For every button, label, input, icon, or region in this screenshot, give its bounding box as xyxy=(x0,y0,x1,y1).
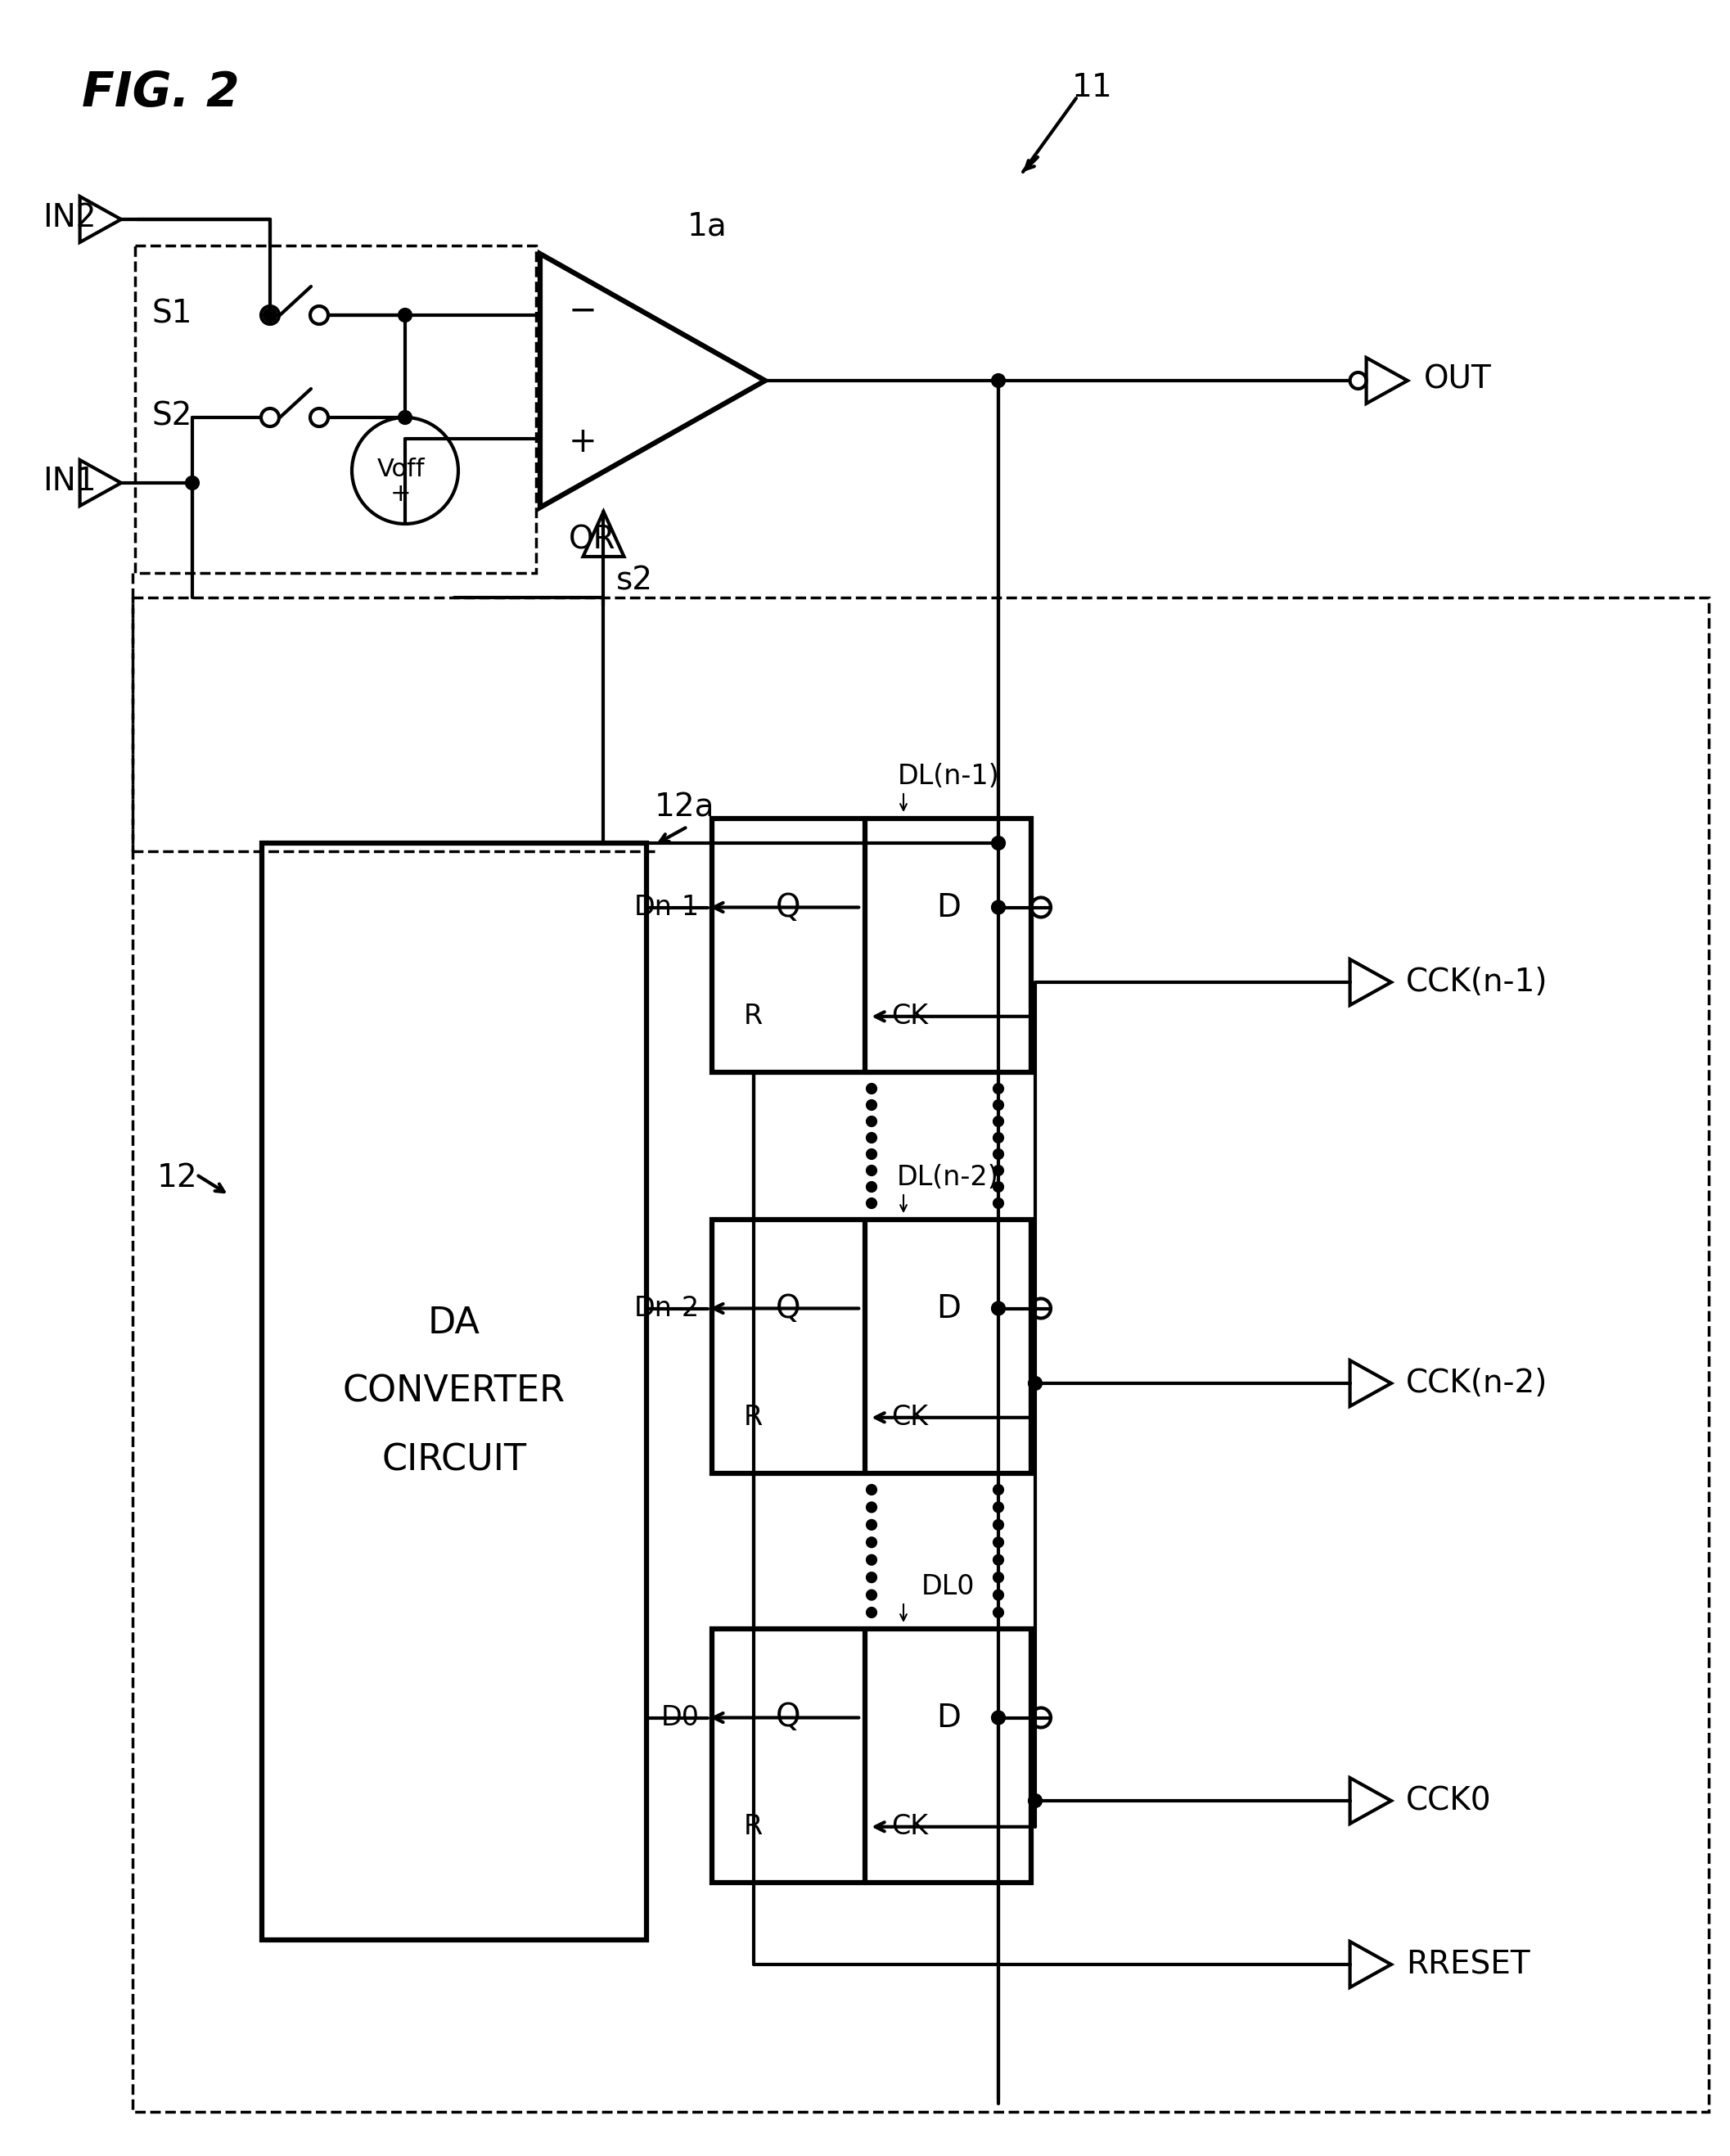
Circle shape xyxy=(265,310,275,321)
Text: 12: 12 xyxy=(157,1162,197,1194)
Text: IN2: IN2 xyxy=(43,203,97,233)
Text: Q: Q xyxy=(777,1701,801,1733)
Text: Voff: Voff xyxy=(377,457,426,481)
Circle shape xyxy=(867,1537,875,1546)
Circle shape xyxy=(400,412,410,423)
Text: FIG. 2: FIG. 2 xyxy=(81,69,239,116)
Circle shape xyxy=(867,1485,875,1494)
Text: RRESET: RRESET xyxy=(1406,1949,1529,1979)
Circle shape xyxy=(867,1608,875,1617)
Circle shape xyxy=(995,1574,1002,1583)
Circle shape xyxy=(867,1134,875,1143)
Circle shape xyxy=(995,1485,1002,1494)
Circle shape xyxy=(867,1557,875,1563)
Text: +: + xyxy=(391,483,412,507)
Circle shape xyxy=(867,1102,875,1108)
Bar xyxy=(135,246,536,573)
Circle shape xyxy=(867,1166,875,1175)
Circle shape xyxy=(993,901,1003,914)
Text: Q: Q xyxy=(777,893,801,923)
Text: CCK(n-1): CCK(n-1) xyxy=(1406,966,1548,998)
Text: CCK(n-2): CCK(n-2) xyxy=(1406,1367,1548,1399)
Text: S1: S1 xyxy=(152,298,192,330)
Text: −: − xyxy=(569,293,597,328)
Circle shape xyxy=(995,1084,1002,1093)
Circle shape xyxy=(993,1712,1003,1723)
Text: DL(n-1): DL(n-1) xyxy=(898,763,1000,789)
Circle shape xyxy=(867,1520,875,1529)
Circle shape xyxy=(995,1149,1002,1158)
Bar xyxy=(713,1220,1031,1473)
Circle shape xyxy=(995,1102,1002,1108)
Bar xyxy=(133,597,1709,2111)
Text: CK: CK xyxy=(891,1003,929,1031)
Circle shape xyxy=(995,1608,1002,1617)
Text: 12a: 12a xyxy=(654,791,714,824)
Circle shape xyxy=(400,310,410,321)
Text: R: R xyxy=(744,1404,763,1432)
Circle shape xyxy=(995,1134,1002,1143)
Text: DL(n-2): DL(n-2) xyxy=(898,1164,1000,1190)
Circle shape xyxy=(867,1117,875,1125)
Text: CCK0: CCK0 xyxy=(1406,1785,1491,1815)
Circle shape xyxy=(993,375,1003,386)
Circle shape xyxy=(867,1199,875,1207)
Circle shape xyxy=(867,1184,875,1190)
Text: CK: CK xyxy=(891,1813,929,1841)
Circle shape xyxy=(995,1591,1002,1600)
Text: R: R xyxy=(744,1003,763,1031)
Text: OUT: OUT xyxy=(1424,364,1491,395)
Text: D0: D0 xyxy=(661,1703,699,1731)
Text: D: D xyxy=(936,893,960,923)
Text: Dn-1: Dn-1 xyxy=(635,895,699,921)
Circle shape xyxy=(995,1503,1002,1511)
Text: Dn-2: Dn-2 xyxy=(633,1296,699,1322)
Text: R: R xyxy=(744,1813,763,1841)
Circle shape xyxy=(995,1557,1002,1563)
Text: CK: CK xyxy=(891,1404,929,1432)
Circle shape xyxy=(867,1149,875,1158)
Circle shape xyxy=(995,1117,1002,1125)
Text: D: D xyxy=(936,1701,960,1733)
Circle shape xyxy=(995,1520,1002,1529)
Text: 1a: 1a xyxy=(687,211,727,241)
Circle shape xyxy=(993,1302,1003,1315)
Circle shape xyxy=(867,1591,875,1600)
Text: OR: OR xyxy=(569,524,616,554)
Circle shape xyxy=(187,476,197,489)
Circle shape xyxy=(1029,1378,1041,1388)
Text: DL0: DL0 xyxy=(922,1574,976,1600)
Circle shape xyxy=(995,1199,1002,1207)
Circle shape xyxy=(867,1574,875,1583)
Text: Q: Q xyxy=(777,1294,801,1324)
Text: +: + xyxy=(569,425,597,459)
Text: IN1: IN1 xyxy=(43,466,97,496)
Bar xyxy=(713,819,1031,1072)
Bar xyxy=(713,1630,1031,1882)
Circle shape xyxy=(1029,1796,1041,1807)
Text: 11: 11 xyxy=(1073,71,1112,103)
Text: S2: S2 xyxy=(152,401,192,431)
Circle shape xyxy=(867,1084,875,1093)
Circle shape xyxy=(867,1503,875,1511)
Text: D: D xyxy=(936,1294,960,1324)
Circle shape xyxy=(995,1166,1002,1175)
Bar xyxy=(261,843,647,1940)
Text: s2: s2 xyxy=(616,565,652,595)
Circle shape xyxy=(995,1537,1002,1546)
Circle shape xyxy=(995,1184,1002,1190)
Text: DA
CONVERTER
CIRCUIT: DA CONVERTER CIRCUIT xyxy=(343,1304,566,1477)
Circle shape xyxy=(993,837,1003,849)
